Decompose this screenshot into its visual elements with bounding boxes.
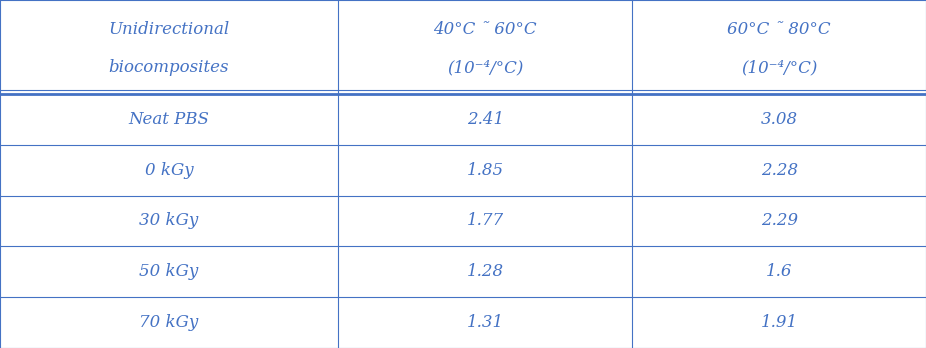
Text: 1.6: 1.6 xyxy=(766,263,793,280)
Text: 2.41: 2.41 xyxy=(467,111,504,128)
Text: Neat PBS: Neat PBS xyxy=(129,111,209,128)
Text: 30 kGy: 30 kGy xyxy=(140,213,198,229)
Text: 50 kGy: 50 kGy xyxy=(140,263,198,280)
Text: 3.08: 3.08 xyxy=(760,111,798,128)
Text: (10⁻⁴/°C): (10⁻⁴/°C) xyxy=(741,60,818,76)
Text: 60°C ˜ 80°C: 60°C ˜ 80°C xyxy=(728,21,831,38)
Text: 2.28: 2.28 xyxy=(760,162,798,179)
Text: 1.77: 1.77 xyxy=(467,213,504,229)
Text: (10⁻⁴/°C): (10⁻⁴/°C) xyxy=(447,60,523,76)
Text: 1.28: 1.28 xyxy=(467,263,504,280)
Text: 1.85: 1.85 xyxy=(467,162,504,179)
Text: Unidirectional: Unidirectional xyxy=(108,21,230,38)
Text: 1.91: 1.91 xyxy=(760,314,798,331)
Text: 2.29: 2.29 xyxy=(760,213,798,229)
Text: 1.31: 1.31 xyxy=(467,314,504,331)
Text: biocomposites: biocomposites xyxy=(108,60,230,76)
Text: 40°C ˜ 60°C: 40°C ˜ 60°C xyxy=(433,21,537,38)
Text: 0 kGy: 0 kGy xyxy=(144,162,194,179)
Text: 70 kGy: 70 kGy xyxy=(140,314,198,331)
